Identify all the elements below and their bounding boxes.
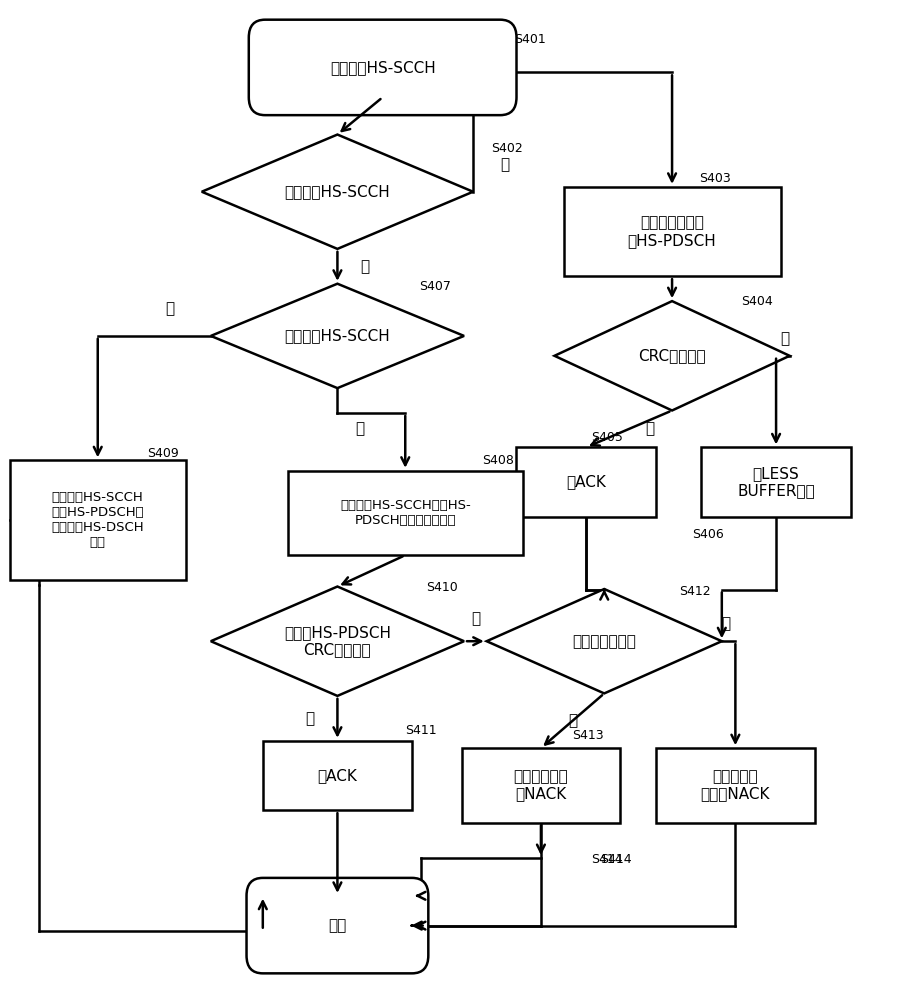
Text: S409: S409 <box>147 447 179 460</box>
Text: S402: S402 <box>491 142 523 155</box>
FancyBboxPatch shape <box>247 878 429 973</box>
Text: S411: S411 <box>405 724 437 737</box>
Text: 是否收到HS-SCCH: 是否收到HS-SCCH <box>285 184 390 199</box>
Text: 是否第一次重传: 是否第一次重传 <box>572 634 636 649</box>
FancyBboxPatch shape <box>248 20 517 115</box>
Text: S407: S407 <box>419 280 450 293</box>
Bar <box>461 748 620 823</box>
Text: 是否新型HS-SCCH: 是否新型HS-SCCH <box>285 328 390 343</box>
Text: S403: S403 <box>699 172 731 185</box>
Text: S414: S414 <box>591 853 622 866</box>
Text: 接收的HS-PDSCH
CRC是否正确: 接收的HS-PDSCH CRC是否正确 <box>284 625 391 657</box>
Polygon shape <box>211 587 464 696</box>
Text: 存合并信息，
发NACK: 存合并信息， 发NACK <box>513 769 569 802</box>
Text: 是: 是 <box>360 259 369 274</box>
Text: S414: S414 <box>600 853 632 866</box>
Bar <box>563 187 781 276</box>
Text: S401: S401 <box>514 33 545 46</box>
Text: 是: 是 <box>568 713 577 728</box>
Text: 是: 是 <box>356 421 365 436</box>
Text: 否: 否 <box>722 616 731 631</box>
Text: 送LESS
BUFFER缓存: 送LESS BUFFER缓存 <box>737 466 815 498</box>
Text: 发ACK: 发ACK <box>318 768 358 783</box>
Text: 是: 是 <box>645 421 654 436</box>
Bar <box>702 447 851 517</box>
Text: 按照新型HS-SCCH接收HS-
PDSCH，并合并，解码: 按照新型HS-SCCH接收HS- PDSCH，并合并，解码 <box>339 499 470 527</box>
Text: S404: S404 <box>741 295 773 308</box>
Text: 否: 否 <box>470 611 480 626</box>
Bar <box>263 741 412 810</box>
Polygon shape <box>554 301 790 410</box>
Text: CRC是否正确: CRC是否正确 <box>638 348 706 363</box>
Polygon shape <box>211 284 464 388</box>
Text: 否: 否 <box>781 331 790 346</box>
Text: 是: 是 <box>306 711 315 726</box>
Text: 丢弃接收信
息，发NACK: 丢弃接收信 息，发NACK <box>701 769 770 802</box>
Polygon shape <box>202 135 473 249</box>
Text: 接收并盲检预定
的HS-PDSCH: 接收并盲检预定 的HS-PDSCH <box>628 215 716 248</box>
Text: 发ACK: 发ACK <box>566 475 606 490</box>
Text: 结束: 结束 <box>329 918 347 933</box>
Text: S410: S410 <box>426 581 458 594</box>
Text: S406: S406 <box>692 528 723 541</box>
Bar <box>656 748 814 823</box>
Polygon shape <box>487 589 722 693</box>
Text: S405: S405 <box>591 431 622 444</box>
Bar <box>516 447 656 517</box>
Text: 开始接收HS-SCCH: 开始接收HS-SCCH <box>329 60 436 75</box>
Text: 按照常规HS-SCCH
接收HS-PDSCH，
进入常规HS-DSCH
过程: 按照常规HS-SCCH 接收HS-PDSCH， 进入常规HS-DSCH 过程 <box>52 491 144 549</box>
Text: S408: S408 <box>482 454 514 467</box>
Bar <box>10 460 186 580</box>
Text: S412: S412 <box>679 585 711 598</box>
Text: 否: 否 <box>166 301 175 316</box>
Text: 否: 否 <box>501 157 510 172</box>
Text: S413: S413 <box>572 729 604 742</box>
Bar <box>288 471 523 555</box>
